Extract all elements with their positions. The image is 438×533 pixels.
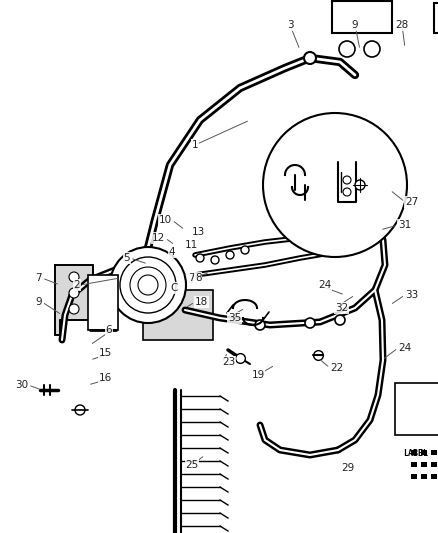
Circle shape (226, 251, 233, 259)
Text: 35: 35 (227, 313, 241, 323)
Circle shape (195, 254, 204, 262)
Text: 29: 29 (341, 463, 354, 473)
Circle shape (303, 52, 315, 64)
Text: 25: 25 (185, 460, 198, 470)
Text: 27: 27 (404, 197, 417, 207)
Circle shape (240, 246, 248, 254)
Text: 5: 5 (123, 253, 130, 263)
Circle shape (69, 288, 79, 298)
Text: 22: 22 (329, 363, 343, 373)
Text: 13: 13 (191, 227, 205, 237)
Circle shape (75, 405, 85, 415)
Text: 31: 31 (397, 220, 410, 230)
Circle shape (110, 247, 186, 323)
Bar (331, 1, 391, 33)
Circle shape (334, 315, 344, 325)
Bar (410, 462, 416, 467)
Circle shape (69, 272, 79, 282)
Text: 16: 16 (99, 373, 112, 383)
Circle shape (69, 304, 79, 314)
Text: C: C (170, 283, 177, 293)
Text: 24: 24 (317, 280, 331, 290)
Text: 7: 7 (188, 273, 194, 283)
Bar (420, 462, 426, 467)
Bar (410, 474, 416, 479)
Circle shape (304, 318, 314, 328)
Circle shape (363, 41, 379, 57)
Text: 1: 1 (191, 140, 198, 150)
Circle shape (338, 41, 354, 57)
Circle shape (138, 275, 158, 295)
Text: LABEL: LABEL (402, 449, 427, 458)
Text: 6: 6 (105, 325, 112, 335)
Text: 32: 32 (334, 303, 347, 313)
Text: 33: 33 (404, 290, 417, 300)
Text: 24: 24 (397, 343, 410, 353)
Text: 19: 19 (251, 370, 264, 380)
Circle shape (254, 320, 265, 330)
Bar (420, 450, 426, 455)
Text: 4: 4 (168, 247, 175, 257)
Text: 11: 11 (184, 240, 198, 250)
Text: 28: 28 (395, 20, 408, 30)
Text: 30: 30 (15, 380, 28, 390)
Circle shape (211, 256, 219, 264)
Circle shape (262, 113, 406, 257)
Bar (394, 383, 438, 435)
Circle shape (342, 188, 350, 196)
Bar (143, 290, 212, 340)
Circle shape (342, 176, 350, 184)
Text: 7: 7 (35, 273, 42, 283)
Text: 10: 10 (159, 215, 172, 225)
Circle shape (354, 180, 364, 190)
Polygon shape (55, 265, 93, 335)
Bar (433, 3, 438, 33)
Text: 15: 15 (99, 348, 112, 358)
Bar (420, 474, 426, 479)
Bar (430, 462, 436, 467)
Text: 18: 18 (194, 297, 208, 307)
Circle shape (120, 257, 176, 313)
Text: 9: 9 (351, 20, 357, 30)
Text: 23: 23 (222, 357, 235, 367)
Text: 3: 3 (286, 20, 293, 30)
Text: 12: 12 (152, 233, 165, 243)
Text: 9: 9 (35, 297, 42, 307)
Text: 8: 8 (194, 273, 201, 283)
Bar (410, 450, 416, 455)
Bar (430, 450, 436, 455)
Text: 2: 2 (73, 280, 80, 290)
Bar (88, 275, 118, 330)
Circle shape (130, 267, 166, 303)
Bar (430, 474, 436, 479)
